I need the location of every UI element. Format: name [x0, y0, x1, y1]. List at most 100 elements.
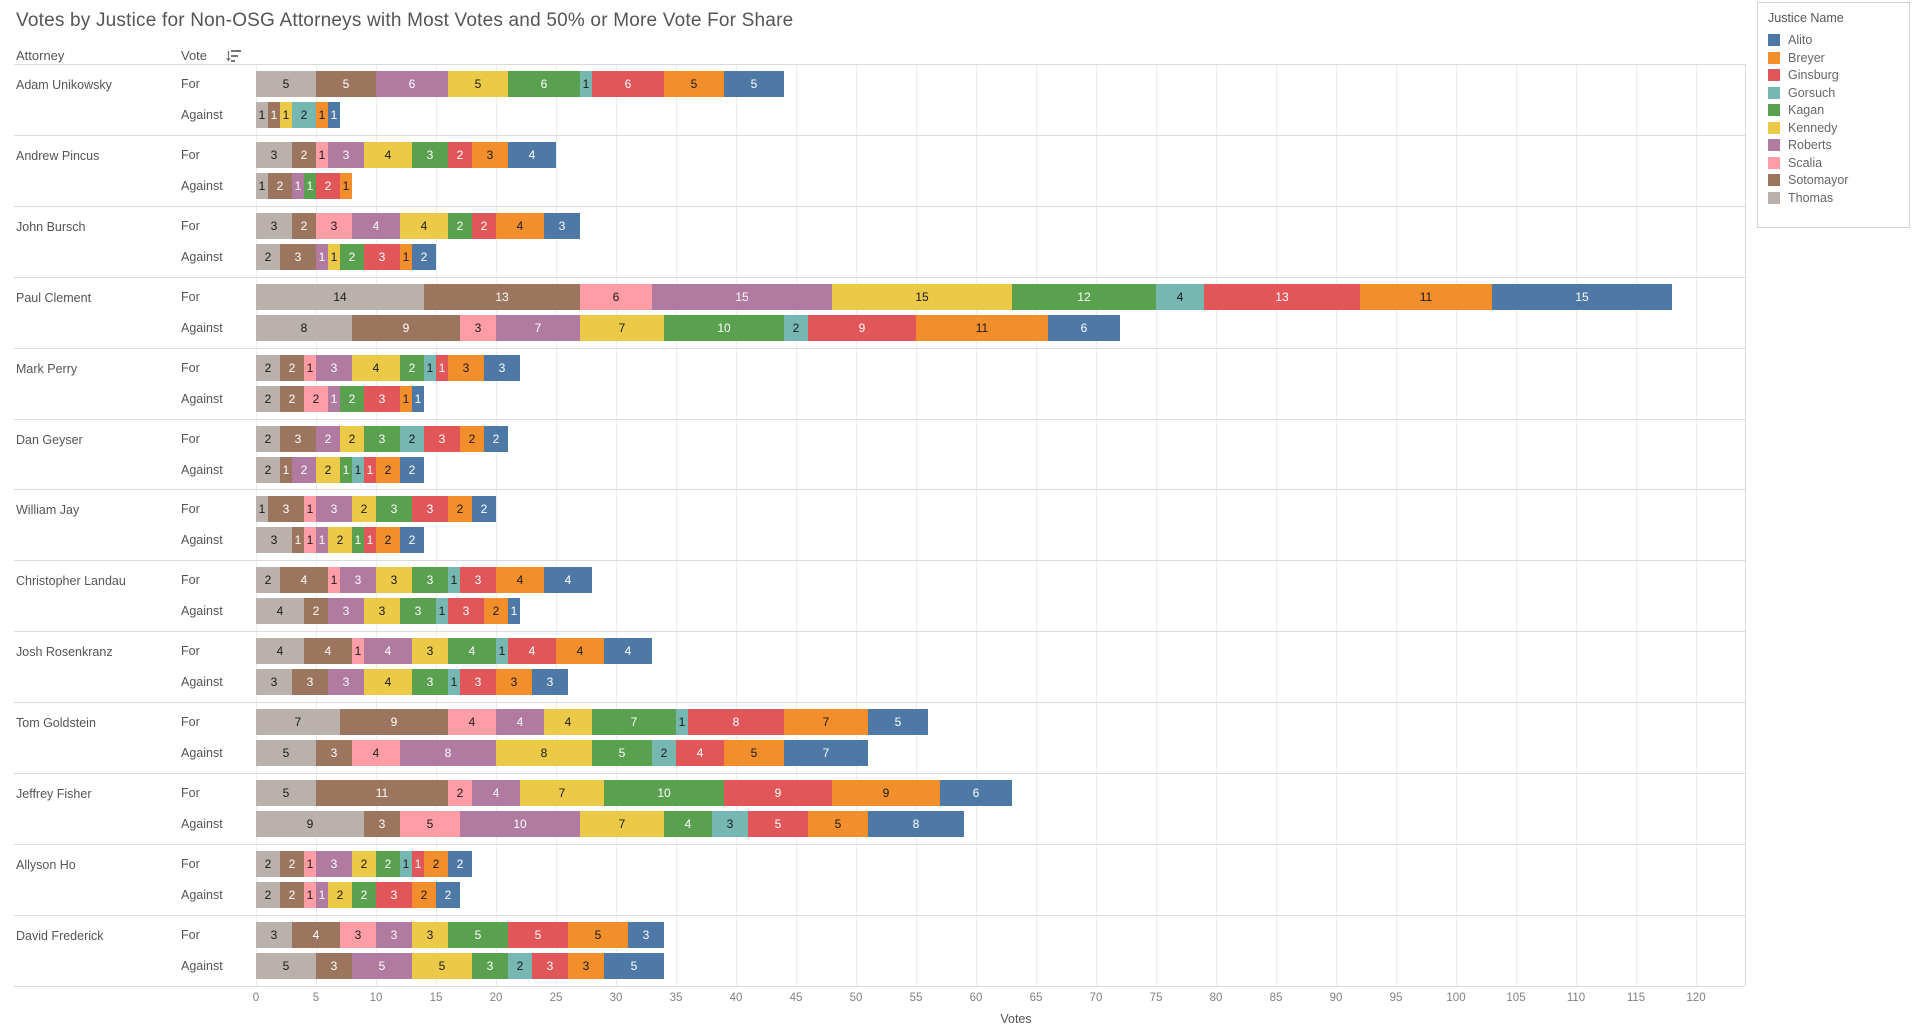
bar-segment[interactable]: 1 [316, 527, 328, 554]
bar-segment[interactable]: 4 [556, 638, 604, 665]
bar-segment[interactable]: 3 [628, 921, 664, 948]
bar-segment[interactable]: 2 [472, 496, 496, 523]
bar-segment[interactable]: 5 [724, 71, 784, 97]
bar-segment[interactable]: 4 [304, 638, 352, 665]
bar-segment[interactable]: 3 [376, 567, 412, 594]
bar-segment[interactable]: 2 [256, 243, 280, 270]
bar-segment[interactable]: 4 [352, 740, 400, 767]
bar-segment[interactable]: 5 [724, 740, 784, 767]
bar-segment[interactable]: 1 [364, 456, 376, 483]
bar-segment[interactable]: 3 [340, 921, 376, 948]
bar-segment[interactable]: 2 [316, 456, 340, 483]
bar-segment[interactable]: 3 [568, 952, 604, 979]
bar-segment[interactable]: 1 [436, 354, 448, 381]
sort-descending-icon[interactable] [226, 49, 242, 63]
bar-segment[interactable]: 10 [460, 811, 580, 837]
bar-segment[interactable]: 5 [868, 709, 928, 736]
bar-segment[interactable]: 7 [784, 740, 868, 767]
bar-segment[interactable]: 5 [412, 952, 472, 979]
bar-segment[interactable]: 1 [328, 385, 340, 412]
bar-segment[interactable]: 4 [256, 638, 304, 665]
bar-segment[interactable]: 5 [256, 952, 316, 979]
bar-segment[interactable]: 4 [604, 638, 652, 665]
bar-segment[interactable]: 2 [256, 385, 280, 412]
bar-segment[interactable]: 2 [412, 881, 436, 908]
bar-segment[interactable]: 4 [496, 567, 544, 594]
bar-segment[interactable]: 7 [580, 811, 664, 837]
bar-segment[interactable]: 2 [784, 314, 808, 341]
bar-segment[interactable]: 3 [280, 243, 316, 270]
bar-segment[interactable]: 4 [472, 780, 520, 806]
bar-segment[interactable]: 3 [364, 598, 400, 625]
bar-segment[interactable]: 3 [256, 141, 292, 168]
bar-segment[interactable]: 3 [316, 496, 352, 523]
bar-segment[interactable]: 2 [400, 456, 424, 483]
bar-segment[interactable]: 5 [352, 952, 412, 979]
legend-item-ginsburg[interactable]: Ginsburg [1768, 68, 1909, 82]
bar-segment[interactable]: 1 [676, 709, 688, 736]
bar-segment[interactable]: 1 [400, 385, 412, 412]
bar-segment[interactable]: 14 [256, 283, 424, 310]
bar-segment[interactable]: 4 [544, 567, 592, 594]
bar-segment[interactable]: 4 [1156, 283, 1204, 310]
bar-segment[interactable]: 1 [304, 496, 316, 523]
legend-item-gorsuch[interactable]: Gorsuch [1768, 86, 1909, 100]
legend-item-scalia[interactable]: Scalia [1768, 156, 1909, 170]
bar-segment[interactable]: 2 [412, 243, 436, 270]
bar-segment[interactable]: 4 [496, 212, 544, 239]
bar-segment[interactable]: 4 [364, 669, 412, 696]
bar-segment[interactable]: 3 [376, 496, 412, 523]
bar-segment[interactable]: 1 [400, 243, 412, 270]
bar-segment[interactable]: 2 [256, 881, 280, 908]
bar-segment[interactable]: 2 [352, 496, 376, 523]
bar-segment[interactable]: 3 [340, 567, 376, 594]
bar-segment[interactable]: 2 [376, 527, 400, 554]
bar-segment[interactable]: 3 [316, 850, 352, 877]
bar-segment[interactable]: 9 [832, 780, 940, 806]
bar-segment[interactable]: 5 [568, 921, 628, 948]
bar-segment[interactable]: 3 [292, 669, 328, 696]
bar-segment[interactable]: 5 [400, 811, 460, 837]
bar-segment[interactable]: 4 [448, 638, 496, 665]
legend-item-sotomayor[interactable]: Sotomayor [1768, 173, 1909, 187]
bar-segment[interactable]: 2 [352, 881, 376, 908]
bar-segment[interactable]: 2 [460, 425, 484, 452]
bar-segment[interactable]: 3 [400, 598, 436, 625]
bar-segment[interactable]: 4 [544, 709, 592, 736]
bar-segment[interactable]: 2 [472, 212, 496, 239]
bar-segment[interactable]: 3 [496, 669, 532, 696]
bar-segment[interactable]: 3 [316, 212, 352, 239]
bar-segment[interactable]: 3 [472, 141, 508, 168]
bar-segment[interactable]: 1 [316, 102, 328, 128]
bar-segment[interactable]: 1 [448, 567, 460, 594]
bar-segment[interactable]: 1 [328, 243, 340, 270]
bar-segment[interactable]: 1 [280, 102, 292, 128]
bar-segment[interactable]: 5 [256, 740, 316, 767]
bar-segment[interactable]: 3 [412, 638, 448, 665]
bar-segment[interactable]: 1 [412, 850, 424, 877]
bar-segment[interactable]: 3 [364, 425, 400, 452]
bar-segment[interactable]: 1 [304, 354, 316, 381]
bar-segment[interactable]: 1 [508, 598, 520, 625]
bar-segment[interactable]: 5 [256, 71, 316, 97]
bar-segment[interactable]: 2 [316, 425, 340, 452]
bar-segment[interactable]: 4 [448, 709, 496, 736]
bar-segment[interactable]: 2 [400, 527, 424, 554]
bar-segment[interactable]: 2 [652, 740, 676, 767]
bar-segment[interactable]: 9 [352, 314, 460, 341]
bar-segment[interactable]: 6 [940, 780, 1012, 806]
bar-segment[interactable]: 7 [580, 314, 664, 341]
bar-segment[interactable]: 4 [352, 212, 400, 239]
bar-segment[interactable]: 5 [448, 71, 508, 97]
bar-segment[interactable]: 3 [364, 385, 400, 412]
bar-segment[interactable]: 4 [256, 598, 304, 625]
bar-segment[interactable]: 13 [1204, 283, 1360, 310]
bar-segment[interactable]: 5 [664, 71, 724, 97]
bar-segment[interactable]: 2 [280, 850, 304, 877]
bar-segment[interactable]: 4 [676, 740, 724, 767]
bar-segment[interactable]: 2 [448, 496, 472, 523]
legend-item-thomas[interactable]: Thomas [1768, 191, 1909, 205]
bar-segment[interactable]: 4 [496, 709, 544, 736]
bar-segment[interactable]: 4 [352, 354, 400, 381]
bar-segment[interactable]: 4 [508, 141, 556, 168]
